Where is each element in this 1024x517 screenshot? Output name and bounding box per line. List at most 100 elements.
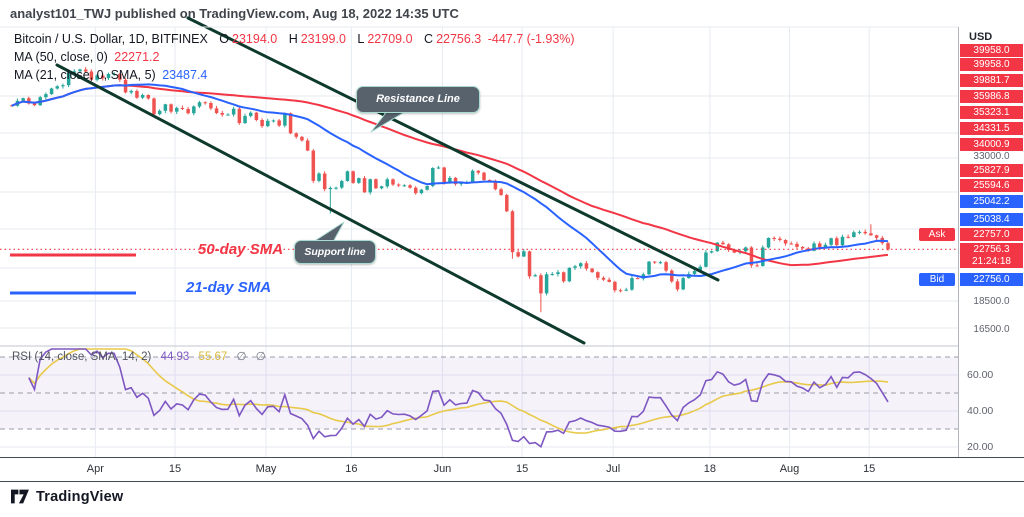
candle-body [61,85,65,87]
ask-badge: Ask [919,228,955,241]
candle-body [744,247,748,252]
candle-body [254,112,259,120]
candle-body [527,251,532,277]
candle-body [499,189,503,195]
candle-body [38,97,42,106]
price-axis[interactable]: USD 39958.0 39958.0 39881.7 35986.8 35323.1 3… [958,27,1024,480]
resistance-callout-tail [370,109,410,133]
sma21-text-annotation[interactable]: 21-day SMA [186,279,272,296]
candle-body [271,120,276,122]
support-line-callout[interactable]: Support line [294,240,376,264]
candle-body [579,263,583,267]
time-axis-label: 15 [863,463,876,475]
candle-body [590,268,594,273]
candle-body [442,167,446,184]
candle-body [368,179,372,193]
candle-body [362,178,367,193]
rsi-line [28,348,889,448]
candle-body [385,179,390,187]
sma50-text-annotation[interactable]: 50-day SMA [198,241,284,258]
high-label: H [288,32,298,46]
candle-body [408,185,412,188]
candle-body [687,273,691,279]
candle-body [550,274,555,276]
rsi-title[interactable]: RSI (14, close, SMA, 14, 2) [12,351,152,363]
close-label: C [424,32,434,46]
candle-body [829,238,833,245]
price-level-label: 35986.8 [960,90,1023,103]
candle-body [300,136,304,141]
candle-body [726,244,731,251]
time-axis-label: 16 [345,463,358,475]
candle-body [652,261,657,263]
candle-body [288,113,293,134]
candle-body [721,242,725,245]
candle-body [761,247,765,267]
last-price-chip: 22756.3 21:24:18 [960,243,1023,268]
candle-body [857,231,862,233]
candle-body [670,270,674,282]
candle-body [152,98,156,115]
ma50-value: 22271.2 [114,50,160,64]
candle-body [391,179,395,185]
price-level-label: 22756.0 [960,273,1023,286]
price-axis-tick-label: 33000.0 [973,151,1010,162]
candle-body [465,182,469,184]
candle-body [874,235,879,238]
candle-body [334,187,338,189]
candle-body [283,113,287,126]
ma21-label[interactable]: MA (21, close, 0, SMA, 5) [14,68,156,82]
support-callout-tail [311,221,345,243]
price-level-label: 35323.1 [960,106,1023,119]
candle-body [863,231,867,234]
candle-body [402,185,407,187]
candle-body [584,263,589,269]
candle-body [795,243,799,247]
candle-body [322,173,327,190]
candle-body [192,106,196,114]
candle-body [175,107,179,112]
price-level-label: 39881.7 [960,74,1023,87]
candle-body [169,104,173,112]
candle-body [806,248,811,251]
candle-body [448,177,452,184]
candle-body [709,251,714,253]
candle-body [44,94,48,98]
candle-body [311,150,316,181]
candle-body [220,113,225,115]
candle-body [812,243,816,251]
candle-body [732,250,737,253]
candle-body [880,237,885,244]
ma21-line [11,83,889,279]
candle-body [328,187,333,190]
candle-body [675,281,680,290]
candle-body [493,180,498,190]
ohlc-row: Bitcoin / U.S. Dollar, 1D, BITFINEX O 231… [14,30,575,48]
candle-body [835,238,839,246]
candle-body [766,237,771,248]
ma50-row: MA (50, close, 0) 22271.2 [14,48,575,66]
low-value: 22709.0 [367,32,413,46]
candle-body [783,239,788,244]
open-value: 23194.0 [232,32,278,46]
resistance-line-callout[interactable]: Resistance Line [356,86,480,113]
candle-body [510,211,515,253]
candle-body [140,95,145,98]
symbol-title[interactable]: Bitcoin / U.S. Dollar, 1D, BITFINEX [14,32,208,46]
candle-body [277,120,281,126]
time-axis-label: May [255,463,277,475]
price-axis-tick-label: 18500.0 [973,296,1010,307]
candle-body [243,115,247,124]
candle-body [163,104,168,111]
candle-body [624,289,629,291]
rsi-band [0,357,958,429]
candle-body [823,244,828,248]
candle-body [482,172,486,180]
candle-body [561,272,566,282]
candle-body [539,275,543,294]
candle-body [197,102,202,107]
time-axis[interactable]: Apr 15 May 16 Jun 15 Jul 18 Aug 15 [0,457,1024,482]
candle-body [231,108,236,115]
candle-body [522,251,526,257]
ma50-label[interactable]: MA (50, close, 0) [14,50,108,64]
